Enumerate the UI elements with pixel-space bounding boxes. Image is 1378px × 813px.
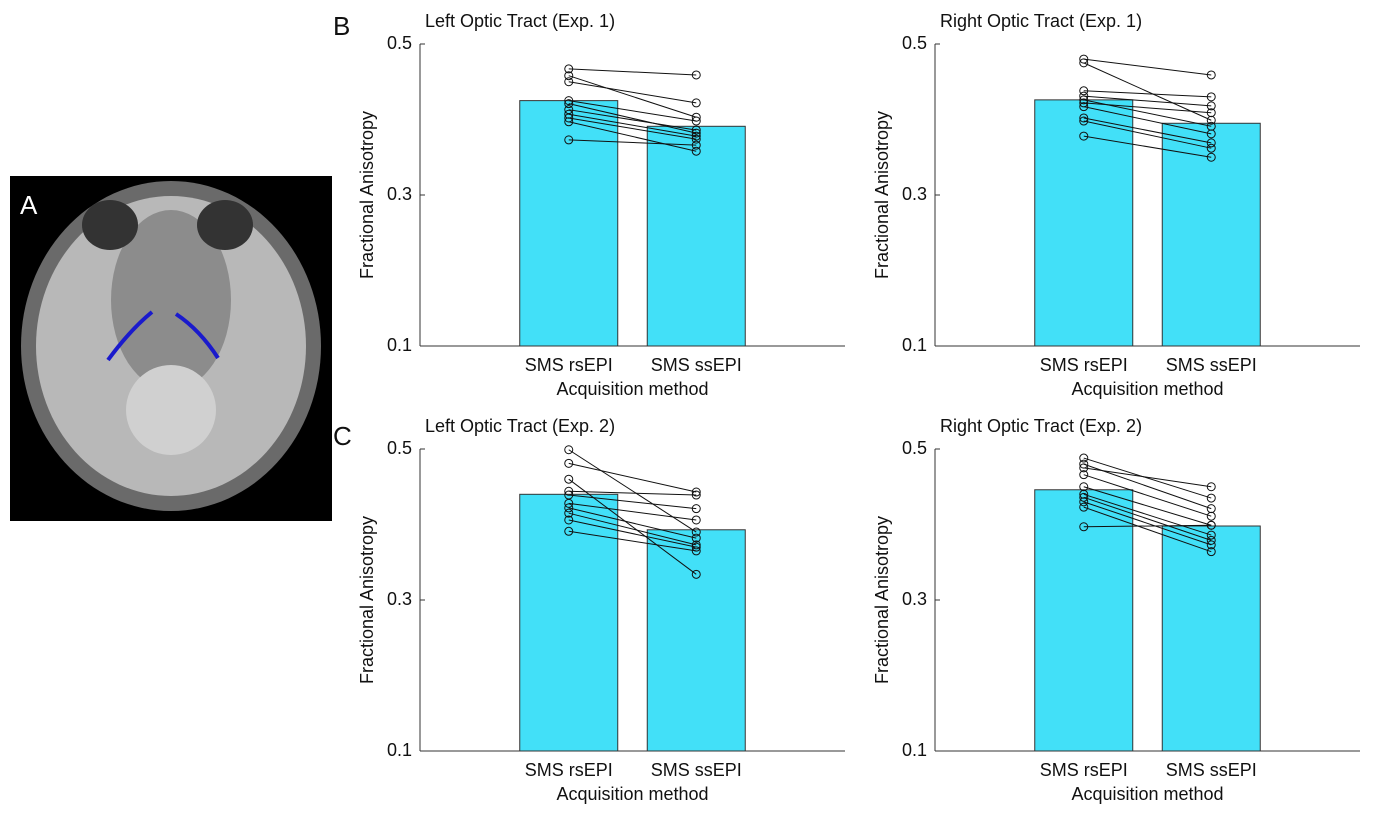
panel-label: C	[333, 421, 352, 451]
x-tick-label: SMS ssEPI	[1166, 760, 1257, 780]
y-tick-label: 0.3	[902, 184, 927, 204]
pair-line	[569, 82, 697, 103]
x-tick-label: SMS rsEPI	[1040, 355, 1128, 375]
bar	[1035, 490, 1133, 751]
bar	[1035, 100, 1133, 346]
bar	[1162, 123, 1260, 346]
x-tick-label: SMS ssEPI	[651, 355, 742, 375]
chart-title: Right Optic Tract (Exp. 2)	[940, 416, 1142, 436]
x-tick-label: SMS rsEPI	[525, 355, 613, 375]
x-tick-label: SMS ssEPI	[1166, 355, 1257, 375]
y-tick-label: 0.5	[387, 438, 412, 458]
y-axis-label: Fractional Anisotropy	[357, 111, 377, 279]
bar	[647, 126, 745, 346]
x-axis-label: Acquisition method	[556, 379, 708, 399]
x-tick-label: SMS rsEPI	[1040, 760, 1128, 780]
y-tick-label: 0.5	[387, 33, 412, 53]
x-axis-label: Acquisition method	[1071, 379, 1223, 399]
bar	[1162, 526, 1260, 751]
brain-image	[10, 176, 332, 521]
subject-point	[1207, 505, 1215, 513]
y-tick-label: 0.1	[902, 335, 927, 355]
y-tick-label: 0.1	[387, 335, 412, 355]
y-tick-label: 0.3	[387, 184, 412, 204]
y-axis-label: Fractional Anisotropy	[872, 111, 892, 279]
bar	[520, 101, 618, 346]
chart-title: Right Optic Tract (Exp. 1)	[940, 11, 1142, 31]
pair-line	[1084, 468, 1212, 487]
y-tick-label: 0.5	[902, 438, 927, 458]
x-tick-label: SMS rsEPI	[525, 760, 613, 780]
y-tick-label: 0.3	[902, 589, 927, 609]
y-tick-label: 0.1	[902, 740, 927, 760]
x-axis-label: Acquisition method	[1071, 784, 1223, 804]
figure: A B C Left Optic Tract (Exp. 1) Fractiona…	[0, 0, 1378, 808]
x-tick-label: SMS ssEPI	[651, 760, 742, 780]
chart-title: Left Optic Tract (Exp. 2)	[425, 416, 615, 436]
y-tick-label: 0.1	[387, 740, 412, 760]
y-axis-label: Fractional Anisotropy	[872, 516, 892, 684]
x-axis-label: Acquisition method	[556, 784, 708, 804]
pair-line	[1084, 59, 1212, 75]
pair-line	[569, 69, 697, 75]
pair-line	[569, 463, 697, 492]
bar	[647, 530, 745, 751]
y-tick-label: 0.5	[902, 33, 927, 53]
chart-title: Left Optic Tract (Exp. 1)	[425, 11, 615, 31]
bar	[520, 494, 618, 751]
y-axis-label: Fractional Anisotropy	[357, 516, 377, 684]
panel-label: A	[20, 190, 38, 220]
panel-label: B	[333, 11, 350, 41]
y-tick-label: 0.3	[387, 589, 412, 609]
